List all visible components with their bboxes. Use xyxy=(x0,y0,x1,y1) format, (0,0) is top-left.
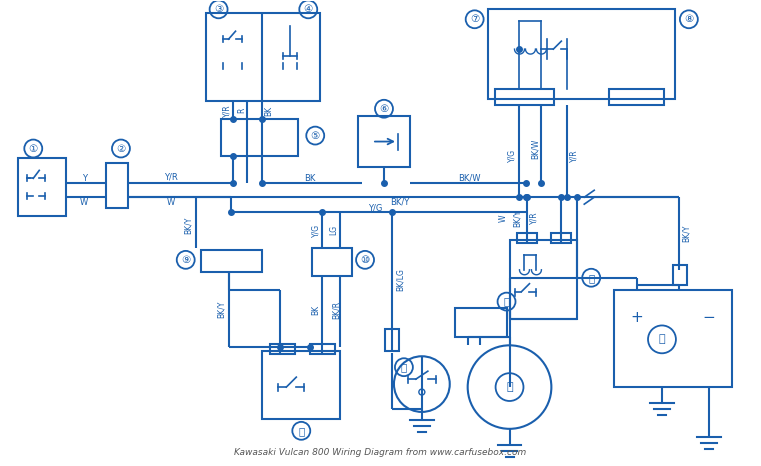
Bar xyxy=(201,250,263,272)
Text: +: + xyxy=(631,310,644,325)
Bar xyxy=(106,164,128,208)
Text: Y/R: Y/R xyxy=(164,173,177,182)
Text: −: − xyxy=(702,310,715,325)
Bar xyxy=(263,351,340,419)
Text: ⑯: ⑯ xyxy=(659,335,665,344)
Text: BK/W: BK/W xyxy=(531,138,540,158)
Bar xyxy=(18,158,66,216)
Text: ②: ② xyxy=(116,144,126,153)
Text: BK: BK xyxy=(304,174,316,183)
Text: W: W xyxy=(80,198,88,207)
Bar xyxy=(385,329,399,351)
Text: LG: LG xyxy=(330,225,339,235)
Bar xyxy=(510,240,578,320)
Text: ⑫: ⑫ xyxy=(401,362,407,372)
Text: ⑨: ⑨ xyxy=(181,255,190,265)
Text: BK/Y: BK/Y xyxy=(217,301,226,318)
Text: Kawasaki Vulcan 800 Wiring Diagram from www.carfusebox.com: Kawasaki Vulcan 800 Wiring Diagram from … xyxy=(234,448,526,457)
Text: R: R xyxy=(237,108,246,113)
Text: BK/Y: BK/Y xyxy=(681,224,690,242)
Text: BK: BK xyxy=(312,304,320,315)
Text: Y/G: Y/G xyxy=(312,224,320,237)
Bar xyxy=(488,9,675,99)
Bar xyxy=(312,248,352,276)
Text: W: W xyxy=(167,198,175,207)
Text: Y: Y xyxy=(81,174,87,183)
Text: ③: ③ xyxy=(214,4,223,14)
Text: ①: ① xyxy=(29,144,38,153)
Text: ⑬: ⑬ xyxy=(506,382,513,392)
Text: ⑪: ⑪ xyxy=(298,426,304,436)
Bar xyxy=(552,233,572,243)
Text: ⑦: ⑦ xyxy=(470,14,479,24)
Text: Y/R: Y/R xyxy=(530,212,539,225)
Text: Y/G: Y/G xyxy=(507,149,516,162)
Bar xyxy=(609,89,664,105)
Bar xyxy=(455,308,507,337)
Text: Y/G: Y/G xyxy=(368,204,382,212)
Bar xyxy=(673,265,687,285)
Text: BK: BK xyxy=(264,106,273,116)
Bar xyxy=(358,116,410,167)
Bar xyxy=(517,233,537,243)
Bar xyxy=(205,14,320,101)
Text: Y/R: Y/R xyxy=(570,149,579,162)
Bar xyxy=(614,290,732,387)
Text: BK/W: BK/W xyxy=(458,174,481,183)
Text: W: W xyxy=(499,214,508,222)
Text: ⑭: ⑭ xyxy=(588,273,594,283)
Text: BK/LG: BK/LG xyxy=(396,268,404,291)
Text: ④: ④ xyxy=(304,4,313,14)
Text: BK/Y: BK/Y xyxy=(390,198,409,207)
Bar xyxy=(270,344,295,354)
Text: ⑮: ⑮ xyxy=(504,296,510,307)
Text: ⑧: ⑧ xyxy=(684,14,693,24)
Bar xyxy=(221,119,298,157)
Text: BK/R: BK/R xyxy=(332,301,341,319)
Text: ⑩: ⑩ xyxy=(361,255,370,265)
Text: BK/Y: BK/Y xyxy=(184,216,193,234)
Text: Y/R: Y/R xyxy=(222,104,231,117)
Text: BK/Y: BK/Y xyxy=(513,209,522,227)
Bar xyxy=(495,89,554,105)
Text: ⑤: ⑤ xyxy=(310,130,320,141)
Text: ⑥: ⑥ xyxy=(380,104,389,114)
Bar xyxy=(310,344,335,354)
